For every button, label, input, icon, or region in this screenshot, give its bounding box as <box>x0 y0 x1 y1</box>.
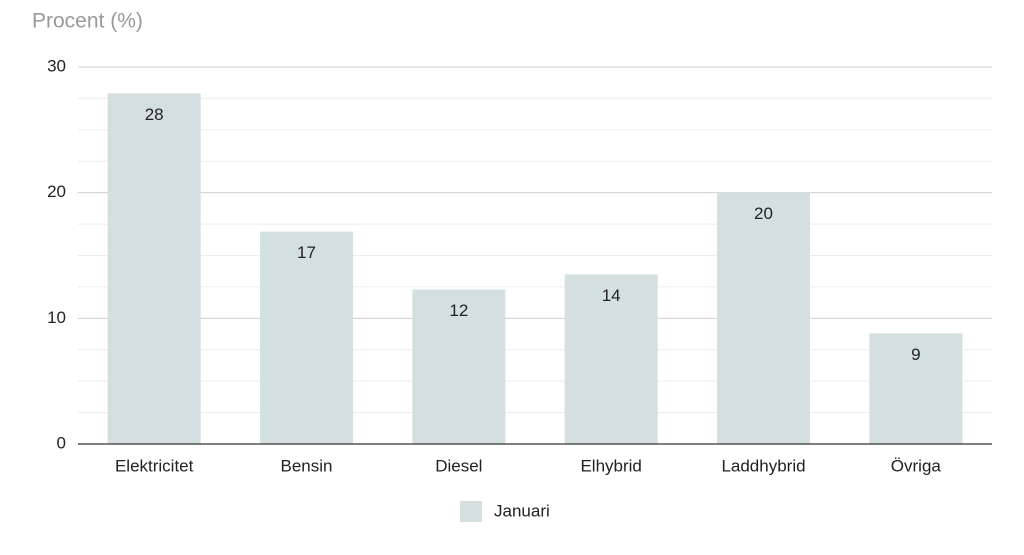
y-tick-label: 10 <box>47 308 66 327</box>
bar <box>564 274 658 444</box>
x-tick-label: Elhybrid <box>580 456 641 475</box>
legend-label: Januari <box>494 501 550 520</box>
y-tick-label: 0 <box>57 433 66 452</box>
legend-swatch <box>460 501 482 522</box>
x-tick-label: Elektricitet <box>115 456 194 475</box>
bar <box>869 333 963 444</box>
data-label: 14 <box>602 286 621 305</box>
y-axis-title: Procent (%) <box>32 10 143 33</box>
bar <box>717 192 810 444</box>
x-tick-label: Laddhybrid <box>721 456 805 475</box>
bar <box>107 93 201 444</box>
data-label: 20 <box>754 204 773 223</box>
x-tick-label: Diesel <box>435 456 482 475</box>
bar <box>412 289 506 444</box>
data-label: 12 <box>449 301 468 320</box>
bar <box>260 231 353 444</box>
data-label: 17 <box>297 243 316 262</box>
data-label: 9 <box>911 345 920 364</box>
x-tick-label: Övriga <box>891 456 942 475</box>
x-tick-label: Bensin <box>281 456 333 475</box>
y-tick-label: 20 <box>47 182 66 201</box>
data-label: 28 <box>145 105 164 124</box>
y-tick-label: 30 <box>47 56 66 75</box>
